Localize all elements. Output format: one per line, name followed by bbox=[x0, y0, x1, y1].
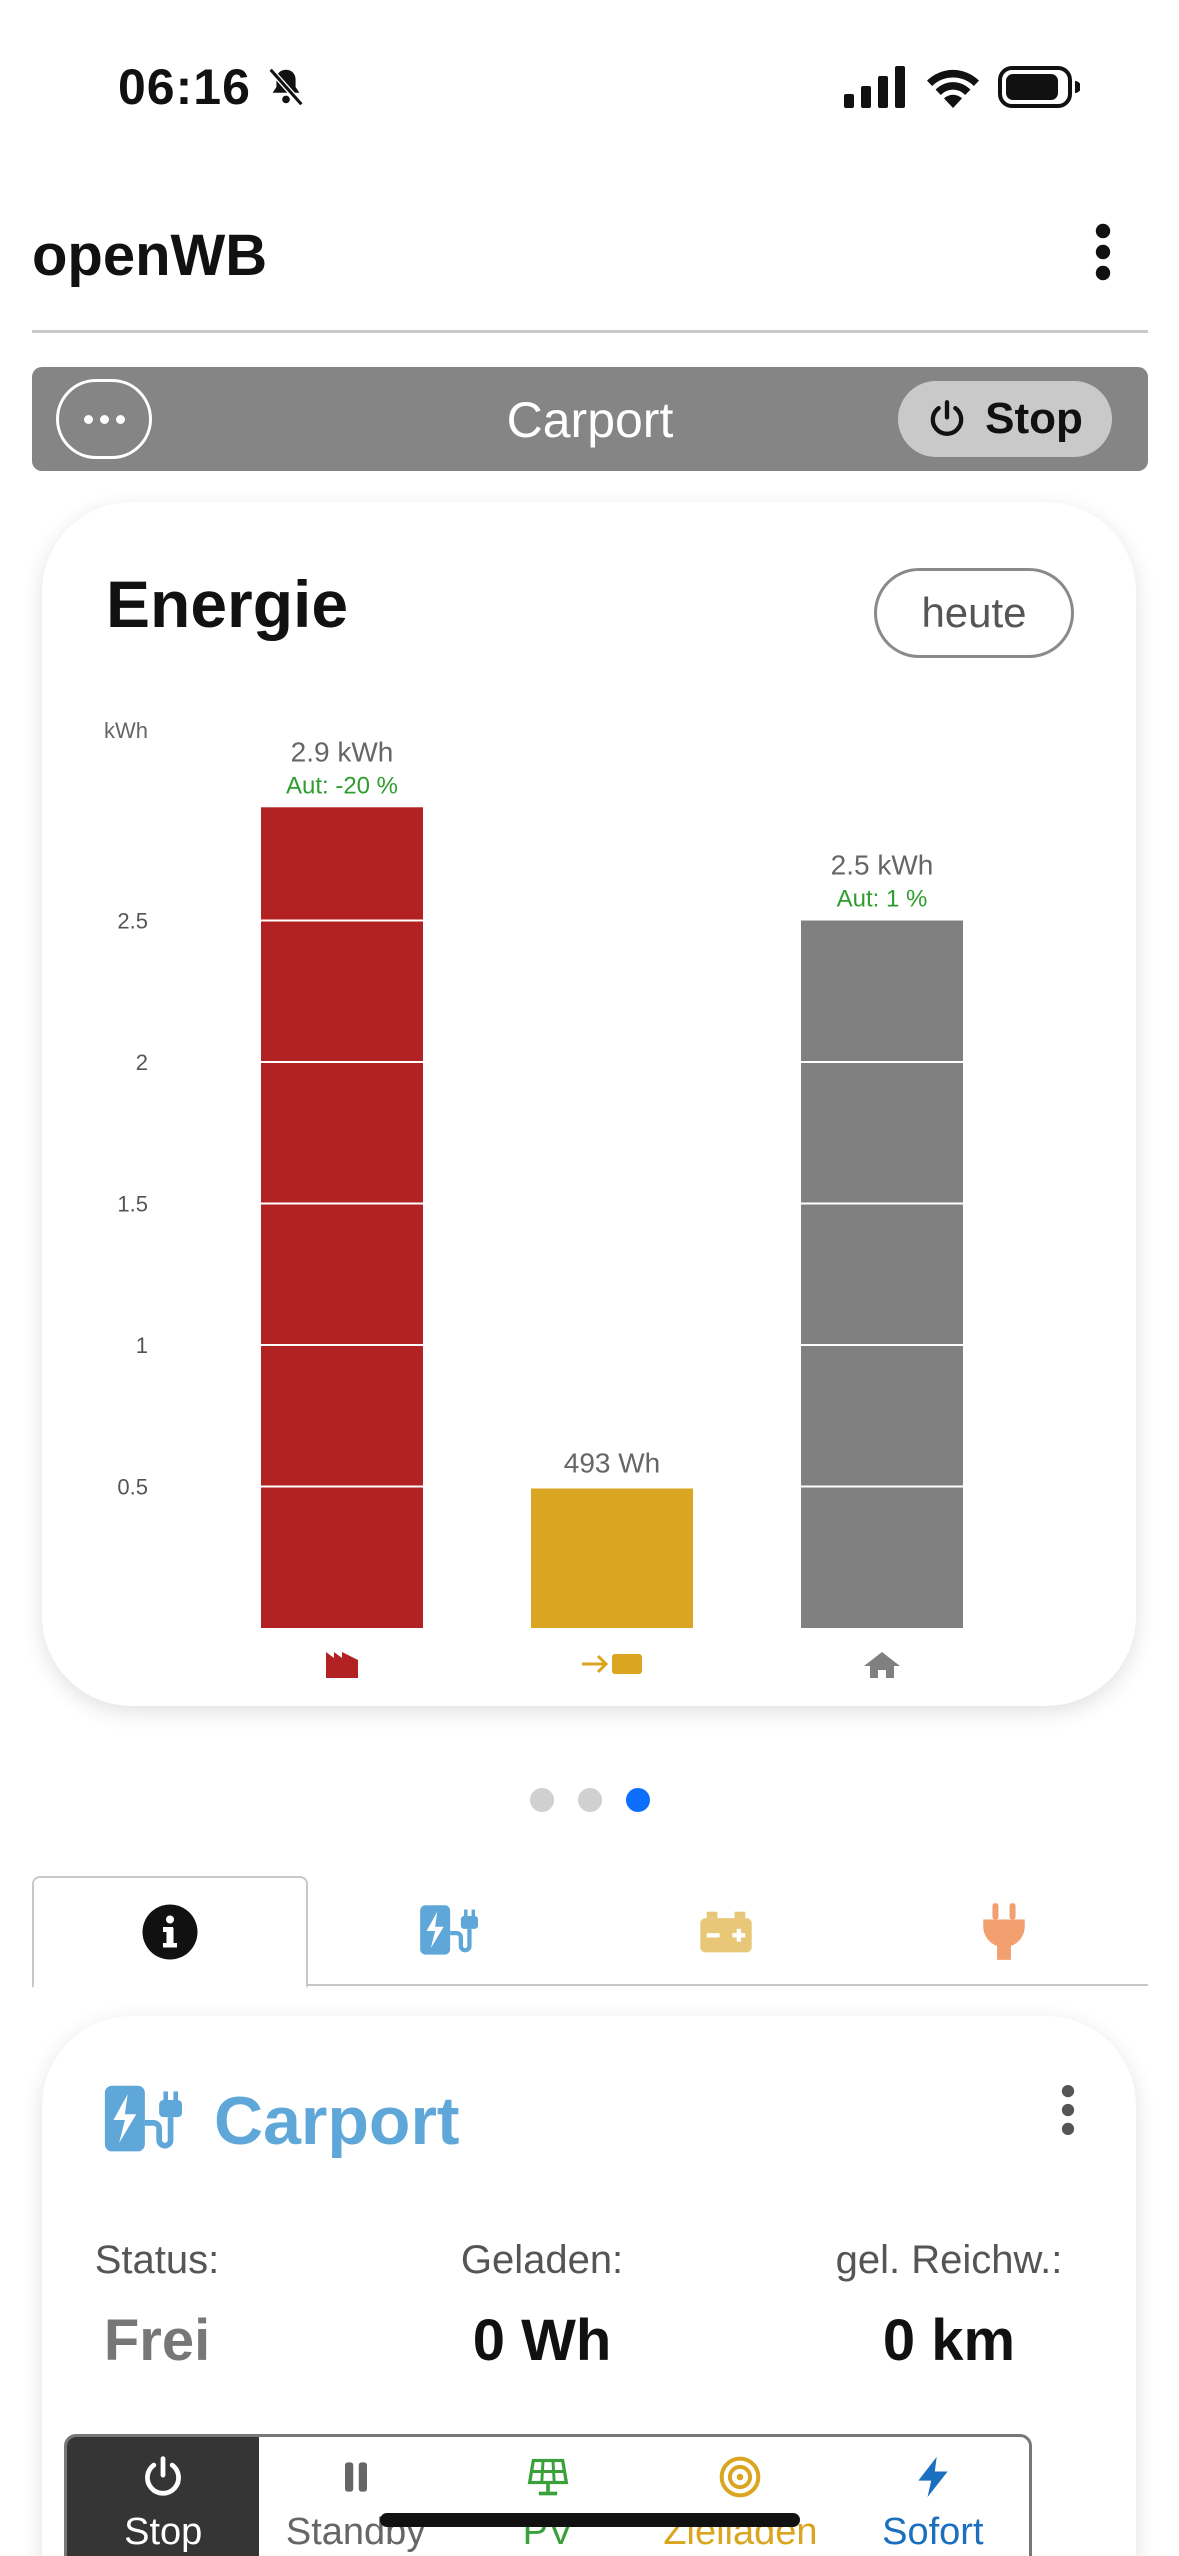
battery-icon bbox=[700, 1911, 752, 1953]
bar-grid-import bbox=[261, 807, 423, 1628]
chargepoint-bar: Carport Stop bbox=[32, 367, 1148, 471]
range-value: 0 km bbox=[882, 2308, 1016, 2373]
status-label: Status: bbox=[94, 2238, 220, 2282]
tab-battery[interactable] bbox=[588, 1876, 864, 1986]
y-tick-label: 2.5 bbox=[117, 909, 148, 934]
plug-icon bbox=[983, 1903, 1025, 1960]
pause-icon bbox=[344, 2462, 367, 2492]
charged-info: Geladen: 0 Wh bbox=[422, 2238, 662, 2374]
charged-label: Geladen: bbox=[460, 2238, 624, 2282]
tab-chargepoint[interactable] bbox=[310, 1876, 586, 1986]
power-icon bbox=[930, 400, 964, 436]
y-tick-label: 1 bbox=[136, 1333, 148, 1358]
bar-house bbox=[801, 920, 963, 1628]
mode-stop-button[interactable]: Stop bbox=[67, 2437, 260, 2556]
y-axis-label: kWh bbox=[104, 718, 148, 743]
chargepoint-tabs bbox=[32, 1876, 1148, 1988]
pager-dot[interactable] bbox=[625, 1788, 650, 1812]
main-menu-icon[interactable] bbox=[1088, 222, 1118, 282]
charger-icon bbox=[420, 1905, 478, 1955]
bar-value-label: 493 Wh bbox=[564, 1447, 661, 1478]
energy-bar-chart: kWh 0.5 1 1.5 2 2.5 2.9 kWh Aut: -20 % 493 Wh 2.5… bbox=[104, 718, 963, 1678]
app-title: openWB bbox=[32, 223, 268, 288]
home-indicator[interactable] bbox=[380, 2513, 800, 2527]
status-info: Status: Frei bbox=[62, 2238, 252, 2374]
dot-icon bbox=[99, 414, 109, 424]
solar-panel-icon bbox=[527, 2458, 569, 2496]
charger-icon bbox=[104, 2085, 182, 2152]
mode-label: Stop bbox=[124, 2511, 203, 2553]
bar-battery-charge bbox=[531, 1488, 693, 1628]
dot-icon bbox=[83, 414, 93, 424]
battery-icon bbox=[998, 66, 1080, 108]
bar-autarky-label: Aut: -20 % bbox=[286, 772, 398, 799]
dot-icon bbox=[115, 414, 125, 424]
bolt-icon bbox=[918, 2456, 948, 2498]
mode-label: Sofort bbox=[882, 2511, 984, 2553]
chargepoint-bar-title: Carport bbox=[506, 392, 674, 448]
mode-pv-button[interactable]: PV bbox=[452, 2437, 644, 2556]
y-tick-label: 2 bbox=[136, 1050, 148, 1075]
bar-value-label: 2.9 kWh bbox=[291, 736, 394, 767]
cellular-signal-icon bbox=[844, 66, 905, 108]
charge-mode-selector: Stop Standby PV Zielladen Sofort bbox=[64, 2434, 1032, 2556]
bar-value-label: 2.5 kWh bbox=[831, 850, 934, 881]
y-tick-label: 1.5 bbox=[117, 1192, 148, 1217]
tab-plug[interactable] bbox=[866, 1876, 1142, 1986]
bell-muted-icon bbox=[268, 67, 304, 107]
tab-info[interactable] bbox=[32, 1876, 308, 1988]
wifi-icon bbox=[927, 69, 979, 108]
mode-instant-button[interactable]: Sofort bbox=[837, 2437, 1029, 2556]
clock: 06:16 bbox=[118, 59, 251, 115]
pager-dot[interactable] bbox=[529, 1788, 554, 1812]
energy-card: Energie heute kWh 0.5 1 1.5 2 2.5 2.9 kWh Aut: … bbox=[42, 502, 1136, 1706]
range-info: gel. Reichw.: 0 km bbox=[804, 2238, 1094, 2374]
battery-charge-icon bbox=[582, 1654, 609, 1674]
stop-button-label: Stop bbox=[985, 394, 1083, 443]
period-button[interactable]: heute bbox=[874, 568, 1074, 658]
mode-target-button[interactable]: Zielladen bbox=[644, 2437, 836, 2556]
more-options-button[interactable] bbox=[56, 379, 152, 459]
status-bar: 06:16 bbox=[0, 0, 1179, 150]
charged-value: 0 Wh bbox=[472, 2308, 612, 2373]
header-divider bbox=[32, 330, 1148, 333]
mode-standby-button[interactable]: Standby bbox=[259, 2437, 451, 2556]
bar-autarky-label: Aut: 1 % bbox=[837, 886, 928, 913]
chargepoint-menu-icon[interactable] bbox=[1056, 2084, 1080, 2136]
energy-title: Energie bbox=[106, 567, 349, 641]
chargepoint-name: Carport bbox=[214, 2083, 460, 2159]
stop-button[interactable]: Stop bbox=[898, 381, 1112, 457]
status-value: Frei bbox=[103, 2308, 211, 2373]
power-icon bbox=[145, 2456, 182, 2496]
carousel-pager bbox=[0, 1788, 1179, 1812]
battery-body-icon bbox=[612, 1654, 642, 1674]
range-label: gel. Reichw.: bbox=[835, 2238, 1063, 2282]
factory-icon bbox=[326, 1652, 358, 1678]
y-tick-label: 0.5 bbox=[117, 1475, 148, 1500]
target-icon bbox=[720, 2456, 761, 2498]
pager-dot[interactable] bbox=[577, 1788, 602, 1812]
info-icon bbox=[142, 1904, 198, 1960]
house-icon bbox=[864, 1652, 900, 1678]
